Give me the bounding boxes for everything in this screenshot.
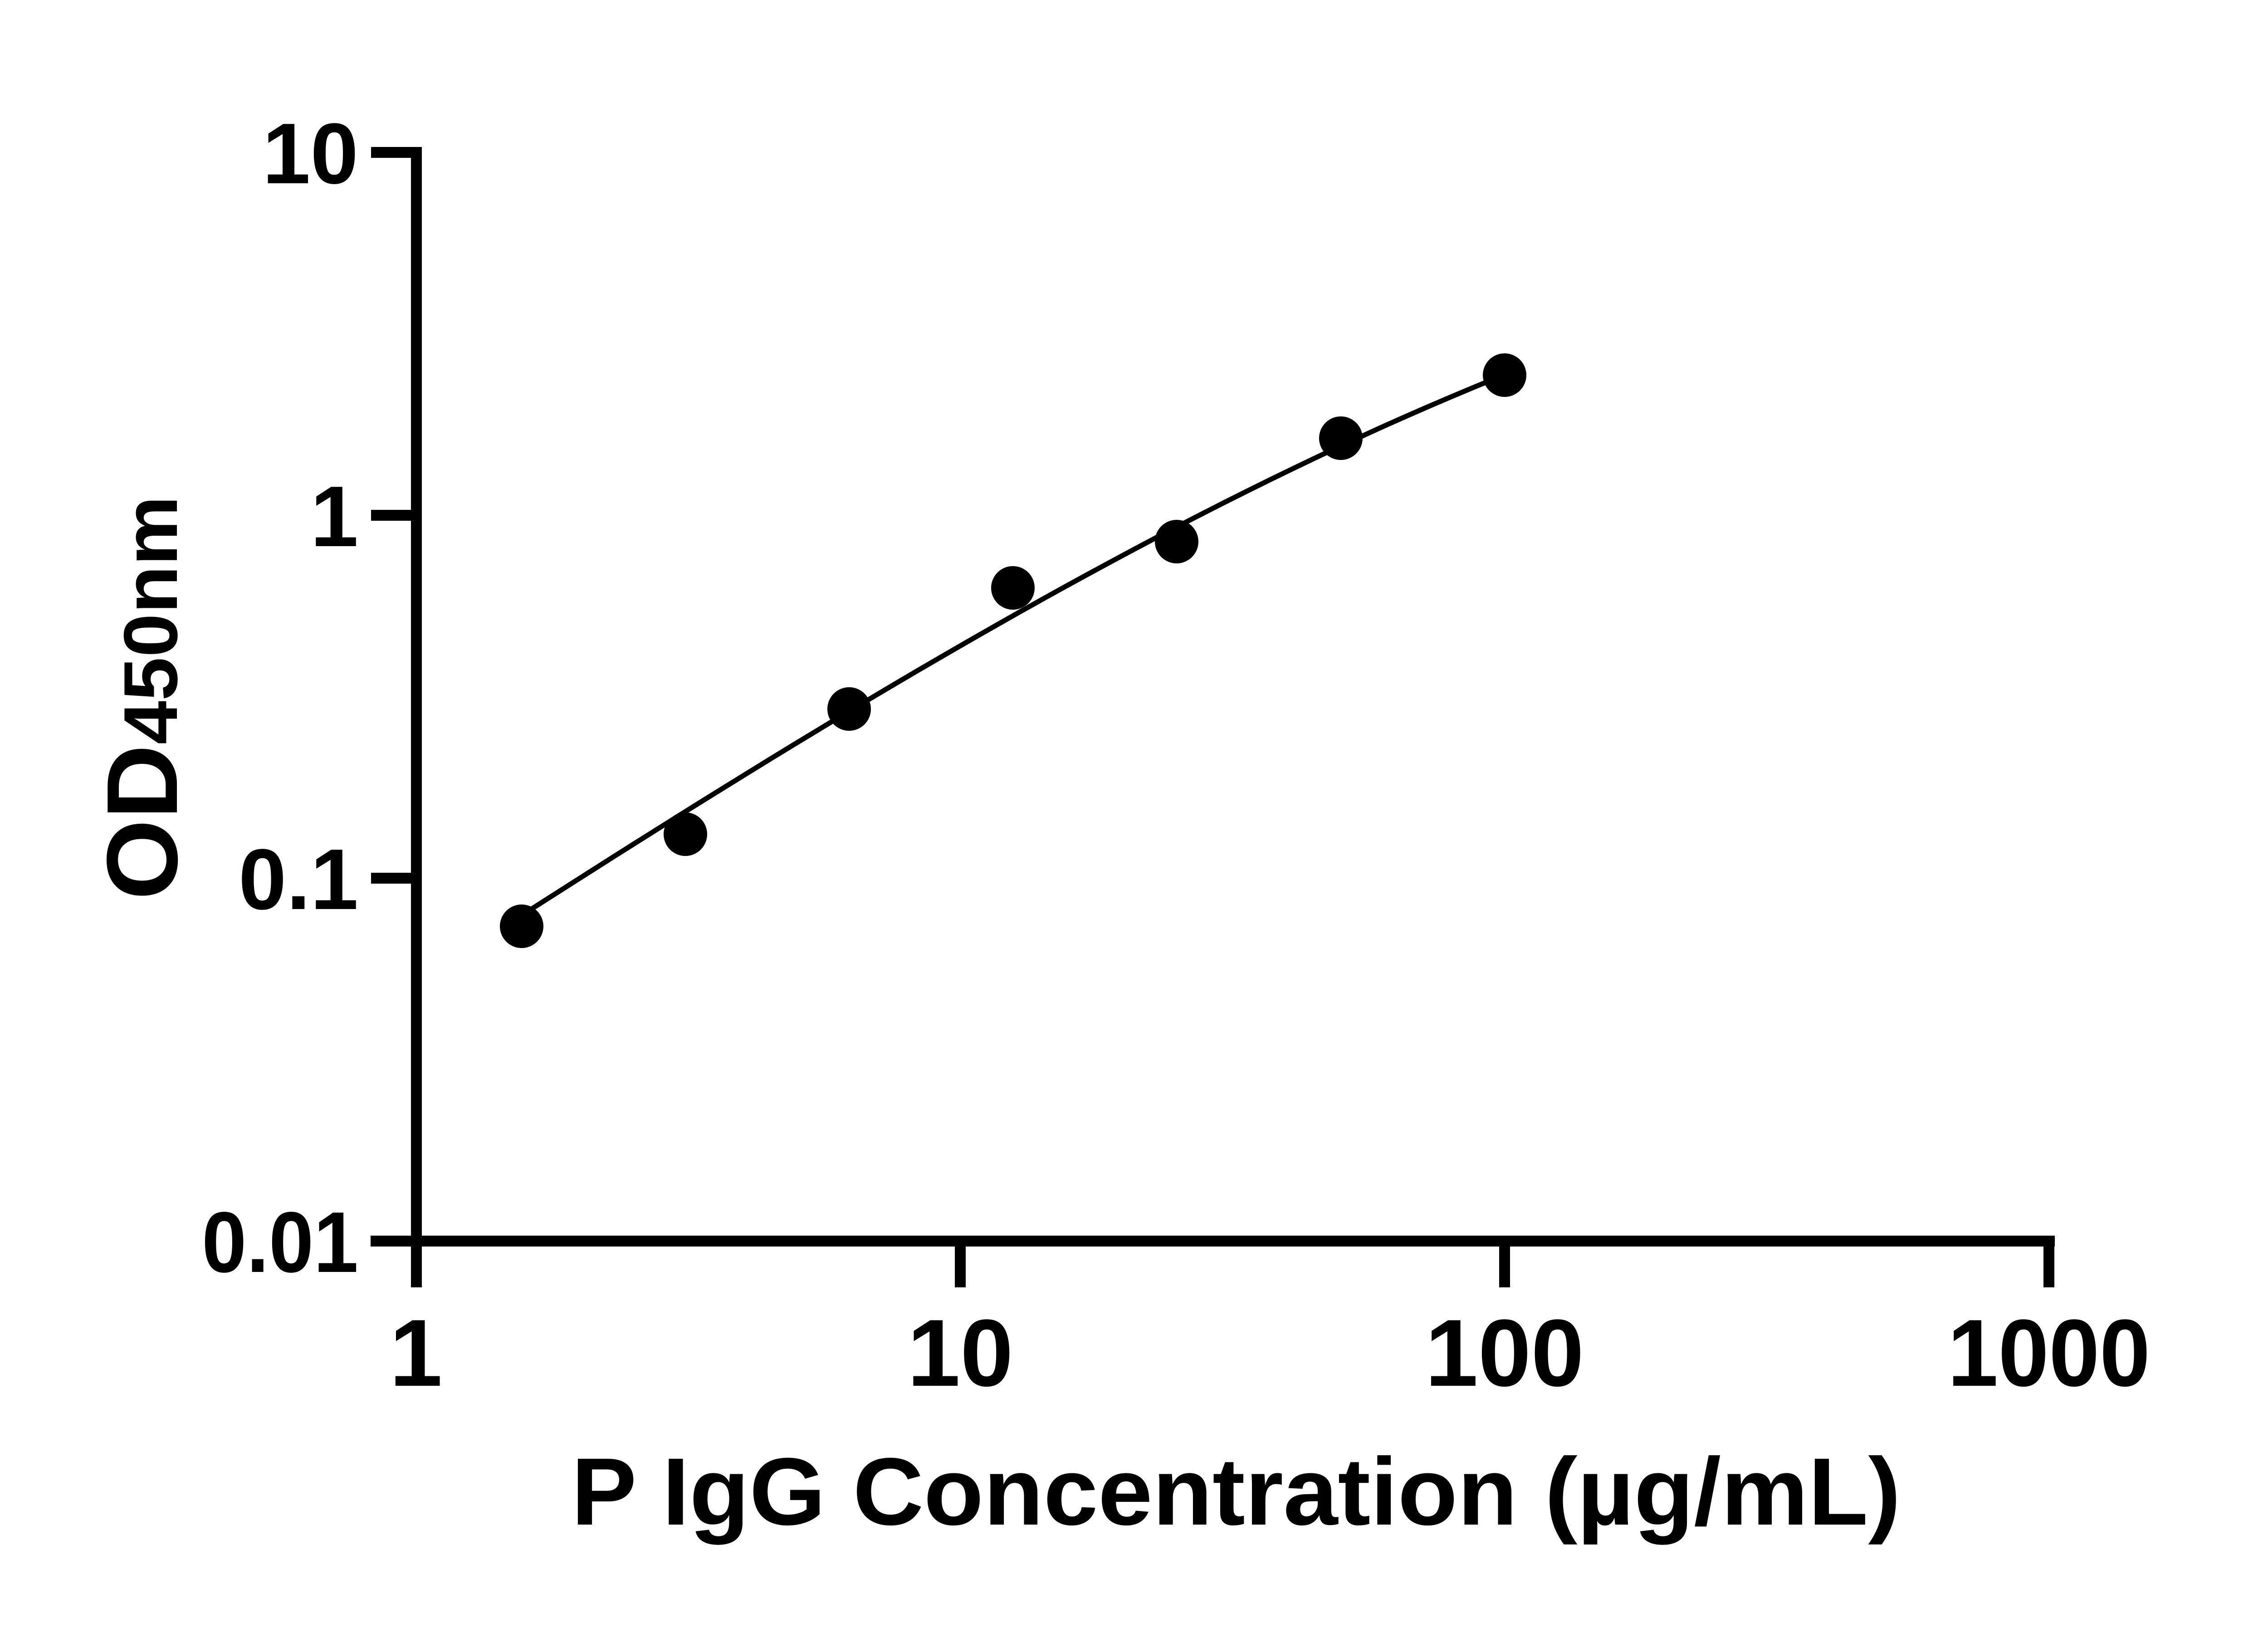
- svg-text:10: 10: [907, 1300, 1013, 1406]
- svg-text:1: 1: [390, 1300, 443, 1406]
- svg-text:1: 1: [310, 469, 358, 565]
- svg-text:1000: 1000: [1948, 1300, 2151, 1406]
- svg-text:100: 100: [1425, 1300, 1584, 1406]
- svg-text:10: 10: [263, 106, 358, 202]
- svg-text:OD450nm: OD450nm: [86, 496, 199, 900]
- svg-text:0.1: 0.1: [239, 831, 358, 928]
- svg-text:P IgG Concentration (µg/mL): P IgG Concentration (µg/mL): [572, 1438, 1901, 1545]
- svg-text:0.01: 0.01: [202, 1194, 358, 1291]
